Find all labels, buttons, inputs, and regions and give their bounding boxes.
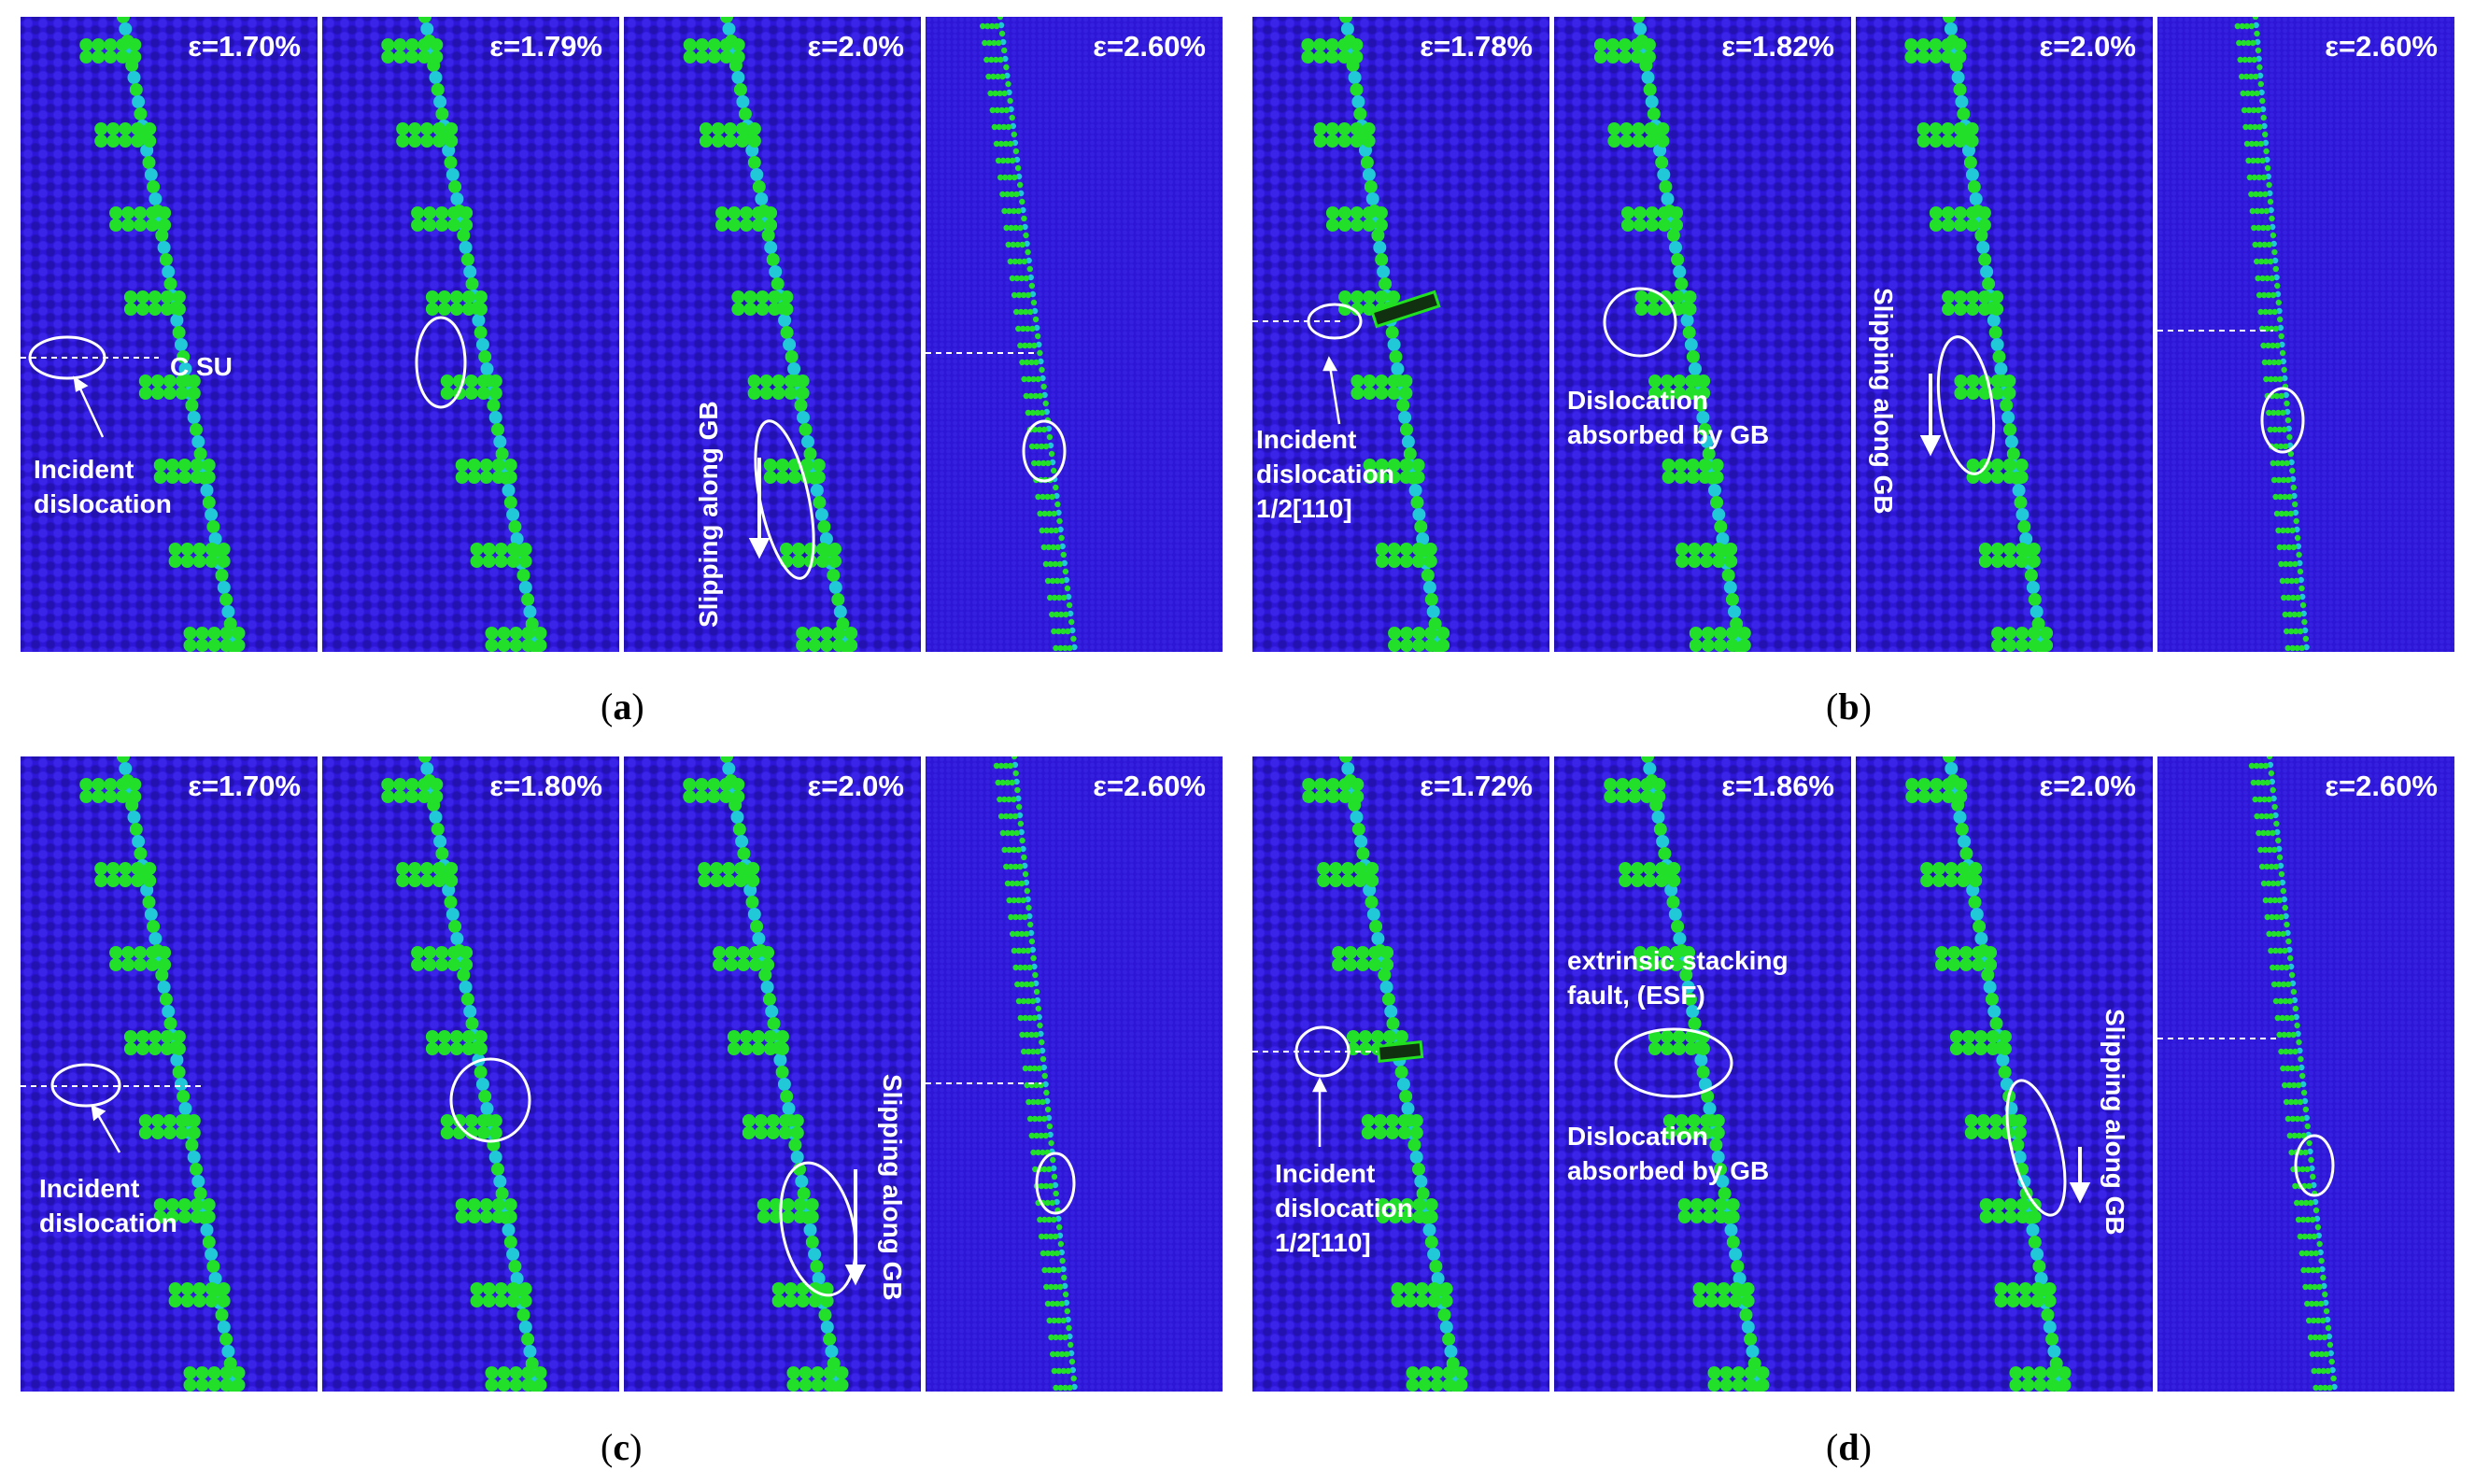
- subfigure-label-c: (c): [601, 1426, 643, 1468]
- frame-b-3: ε=2.0% Slipping along GB: [1856, 17, 2153, 652]
- slip-label: Slipping along GB: [2100, 1009, 2129, 1236]
- grain-boundary-a-4: [980, 17, 1078, 652]
- strain-label: ε=1.70%: [188, 770, 301, 802]
- csu-label: C SU: [170, 352, 233, 381]
- subfigure-label-b: (b): [1826, 685, 1872, 728]
- incident-callout: Incident dislocation: [34, 455, 172, 518]
- strain-label: ε=2.60%: [1093, 770, 1206, 802]
- grain-boundary-c-1: [79, 756, 246, 1392]
- frame-b-1: ε=1.78% Incident dislocation 1/2[110]: [1252, 17, 1549, 652]
- strain-label: ε=2.60%: [2325, 30, 2438, 63]
- strain-label: ε=2.0%: [2039, 770, 2136, 802]
- incident-callout: Incident dislocation 1/2[110]: [1256, 425, 1394, 523]
- strain-label: ε=1.79%: [489, 30, 602, 63]
- frame-c-2: ε=1.80%: [322, 756, 619, 1392]
- strain-label: ε=1.82%: [1721, 30, 1834, 63]
- grain-boundary-b-2: [1593, 17, 1751, 652]
- strain-label: ε=1.86%: [1721, 770, 1834, 802]
- grain-boundary-d-2: [1604, 756, 1770, 1392]
- frame-d-3: ε=2.0% Slipping along GB: [1856, 756, 2153, 1392]
- grain-boundary-a-1: [79, 17, 246, 652]
- frame-c-3: ε=2.0% Slipping along GB: [624, 756, 921, 1392]
- grain-boundary-a-2: [381, 17, 547, 652]
- grain-boundary-c-2: [381, 756, 547, 1392]
- grain-boundary-c-4: [993, 756, 1078, 1392]
- grain-boundary-b-1: [1301, 17, 1450, 652]
- grain-boundary-b-4: [2234, 17, 2310, 652]
- strain-label: ε=2.0%: [2039, 30, 2136, 63]
- strain-label: ε=2.0%: [807, 770, 904, 802]
- incident-callout: Incident dislocation: [39, 1174, 177, 1237]
- esf-label: extrinsic stacking fault, (ESF): [1567, 946, 1789, 1010]
- slip-label: Slipping along GB: [1869, 288, 1898, 515]
- strain-label: ε=1.78%: [1420, 30, 1533, 63]
- grain-boundary-d-4: [2248, 756, 2338, 1392]
- subfigure-label-d: (d): [1826, 1426, 1872, 1468]
- strain-label: ε=1.70%: [188, 30, 301, 63]
- incident-callout: Incident dislocation 1/2[110]: [1275, 1159, 1413, 1257]
- strain-label: ε=1.72%: [1420, 770, 1533, 802]
- frame-d-2: ε=1.86% extrinsic stacking fault, (ESF) …: [1554, 756, 1851, 1392]
- frame-a-3: ε=2.0% Slipping along GB: [624, 17, 921, 652]
- frame-b-4: ε=2.60%: [2157, 17, 2454, 652]
- strain-label: ε=1.80%: [489, 770, 602, 802]
- frame-a-1: ε=1.70% C SU Incident dislocation: [21, 17, 318, 652]
- frame-d-4: ε=2.60%: [2157, 756, 2454, 1392]
- frame-a-2: ε=1.79%: [322, 17, 619, 652]
- strain-label: ε=2.60%: [2325, 770, 2438, 802]
- grain-boundary-d-1: [1302, 756, 1468, 1392]
- subfigure-label-a: (a): [601, 685, 644, 728]
- strain-label: ε=2.60%: [1093, 30, 1206, 63]
- absorbed-callout: Dislocation absorbed by GB: [1567, 386, 1770, 449]
- frame-b-2: ε=1.82% Dislocation absorbed by GB: [1554, 17, 1851, 652]
- strain-label: ε=2.0%: [807, 30, 904, 63]
- grain-boundary-a-3: [683, 17, 858, 652]
- frame-c-4: ε=2.60%: [926, 756, 1223, 1392]
- slip-label: Slipping along GB: [694, 401, 723, 628]
- frame-c-1: ε=1.70% Incident dislocation: [21, 756, 318, 1392]
- frame-a-4: ε=2.60%: [926, 17, 1223, 652]
- slip-label: Slipping along GB: [878, 1074, 907, 1301]
- frame-d-1: ε=1.72% Incident dislocation 1/2[110]: [1252, 756, 1549, 1392]
- absorbed-callout: Dislocation absorbed by GB: [1567, 1122, 1770, 1185]
